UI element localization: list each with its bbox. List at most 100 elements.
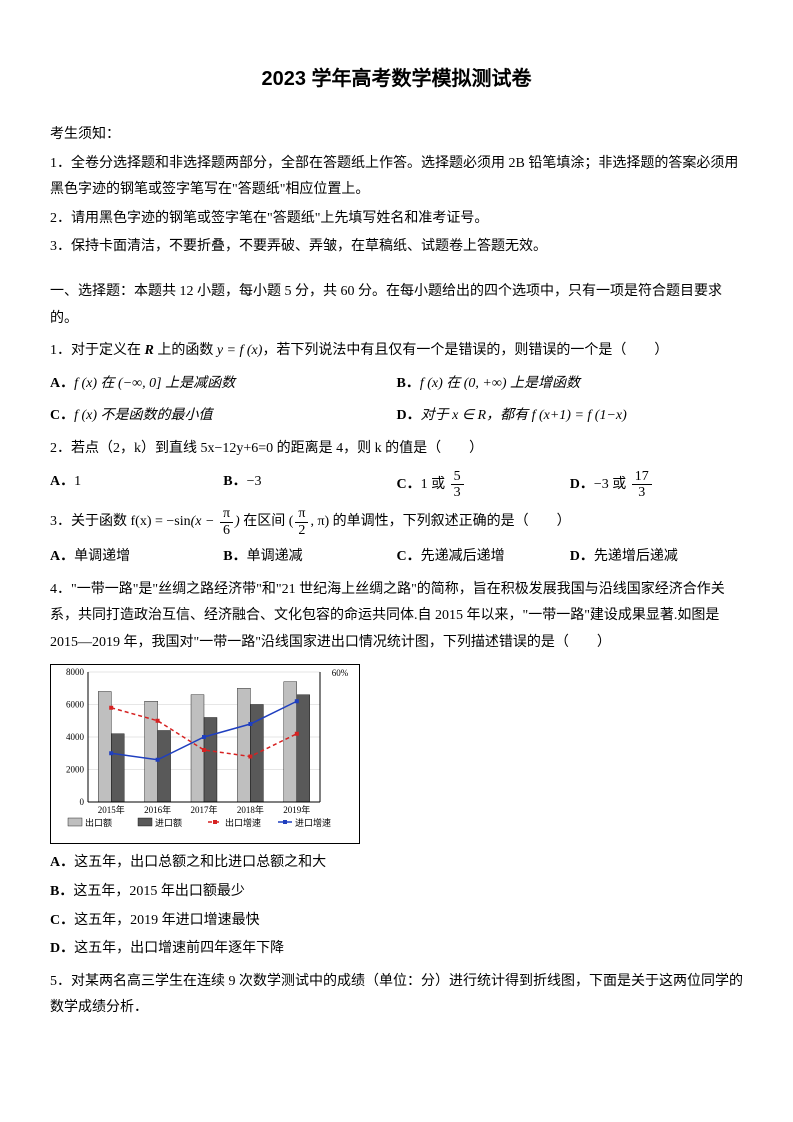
svg-text:2017年: 2017年 bbox=[190, 804, 217, 815]
q2-option-b: B．−3 bbox=[223, 469, 396, 501]
fraction: 173 bbox=[632, 469, 652, 501]
q1-option-b: B．f (x) 在 (0, +∞) 上是增函数 bbox=[397, 371, 744, 398]
frac-num: π bbox=[220, 506, 233, 522]
frac-num: 5 bbox=[451, 469, 464, 485]
q2-option-d: D．−3 或 173 bbox=[570, 469, 743, 501]
opt-label: D． bbox=[570, 549, 594, 564]
svg-text:6000: 6000 bbox=[66, 700, 85, 710]
q4-option-b: B．这五年，2015 年出口额最少 bbox=[50, 879, 743, 906]
opt-label: A． bbox=[50, 474, 74, 489]
opt-text: f (x) 在 (0, +∞) 上是增函数 bbox=[420, 376, 580, 391]
q3-option-b: B．单调递减 bbox=[223, 544, 396, 571]
opt-label: A． bbox=[50, 549, 74, 564]
q1-text: ，若下列说法中有且仅有一个是错误的，则错误的一个是（ ） bbox=[262, 343, 668, 358]
q3-options: A．单调递增 B．单调递减 C．先递减后递增 D．先递增后递减 bbox=[50, 544, 743, 571]
question-4: 4．"一带一路"是"丝绸之路经济带"和"21 世纪海上丝绸之路"的简称，旨在积极… bbox=[50, 577, 743, 657]
fraction: 53 bbox=[451, 469, 464, 501]
q1-options-row1: A．f (x) 在 (−∞, 0] 上是减函数 B．f (x) 在 (0, +∞… bbox=[50, 371, 743, 398]
opt-text: 这五年，出口总额之和比进口总额之和大 bbox=[74, 855, 326, 870]
q1-text: 上的函数 bbox=[154, 343, 217, 358]
opt-label: B． bbox=[397, 376, 420, 391]
opt-label: A． bbox=[50, 855, 74, 870]
svg-text:进口额: 进口额 bbox=[155, 817, 182, 828]
page-title: 2023 学年高考数学模拟测试卷 bbox=[50, 60, 743, 98]
frac-num: 17 bbox=[632, 469, 652, 485]
opt-text: 单调递增 bbox=[74, 549, 130, 564]
question-2: 2．若点（2，k）到直线 5x−12y+6=0 的距离是 4，则 k 的值是（ … bbox=[50, 436, 743, 463]
opt-label: C． bbox=[50, 913, 74, 928]
opt-label: D． bbox=[397, 408, 421, 423]
trade-chart: 0 2000 4000 6000 8000 60% 2015年 2016年 2017年 2018年… bbox=[50, 664, 360, 844]
opt-text: 单调递减 bbox=[247, 549, 303, 564]
opt-text: −3 bbox=[247, 474, 262, 489]
opt-label: D． bbox=[50, 941, 74, 956]
question-5: 5．对某两名高三学生在连续 9 次数学测试中的成绩（单位：分）进行统计得到折线图… bbox=[50, 969, 743, 1022]
q1-option-c: C．f (x) 不是函数的最小值 bbox=[50, 403, 397, 430]
frac-num: π bbox=[295, 506, 308, 522]
fraction: π2 bbox=[295, 506, 308, 538]
svg-text:0: 0 bbox=[80, 797, 85, 807]
q1-option-d: D．对于 x ∈ R，都有 f (x+1) = f (1−x) bbox=[397, 403, 744, 430]
svg-text:2000: 2000 bbox=[66, 765, 85, 775]
q3-option-c: C．先递减后递增 bbox=[397, 544, 570, 571]
opt-text: 这五年，2015 年出口额最少 bbox=[73, 884, 245, 899]
opt-label: C． bbox=[397, 477, 421, 492]
svg-text:出口增速: 出口增速 bbox=[225, 817, 261, 828]
frac-den: 3 bbox=[632, 485, 652, 500]
q4-option-d: D．这五年，出口增速前四年逐年下降 bbox=[50, 936, 743, 963]
opt-text: 先递减后递增 bbox=[421, 549, 505, 564]
q4-option-a: A．这五年，出口总额之和比进口总额之和大 bbox=[50, 850, 743, 877]
opt-text: 1 bbox=[74, 474, 81, 489]
q1-options-row2: C．f (x) 不是函数的最小值 D．对于 x ∈ R，都有 f (x+1) =… bbox=[50, 403, 743, 430]
opt-text: f (x) 不是函数的最小值 bbox=[74, 408, 212, 423]
notice-heading: 考生须知： bbox=[50, 122, 743, 149]
opt-label: B． bbox=[50, 884, 73, 899]
question-1: 1．对于定义在 R 上的函数 y = f (x)，若下列说法中有且仅有一个是错误… bbox=[50, 338, 743, 365]
svg-text:出口额: 出口额 bbox=[85, 817, 112, 828]
q1-option-a: A．f (x) 在 (−∞, 0] 上是减函数 bbox=[50, 371, 397, 398]
opt-label: C． bbox=[397, 549, 421, 564]
opt-text: 这五年，2019 年进口增速最快 bbox=[74, 913, 260, 928]
svg-text:4000: 4000 bbox=[66, 732, 85, 742]
q3-arg: (x − bbox=[191, 514, 218, 529]
question-3: 3．关于函数 f(x) = −sin(x − π6) 在区间 (π2, π) 的… bbox=[50, 506, 743, 538]
opt-text: 1 或 bbox=[421, 477, 449, 492]
svg-text:60%: 60% bbox=[332, 668, 349, 678]
svg-text:2016年: 2016年 bbox=[144, 804, 171, 815]
opt-text: 先递增后递减 bbox=[594, 549, 678, 564]
notice-item: 1．全卷分选择题和非选择题两部分，全部在答题纸上作答。选择题必须用 2B 铅笔填… bbox=[50, 151, 743, 204]
frac-den: 6 bbox=[220, 523, 233, 538]
opt-text: 对于 x ∈ R，都有 f (x+1) = f (1−x) bbox=[421, 408, 627, 423]
q3-text: 3．关于函数 f(x) = −sin bbox=[50, 514, 191, 529]
q3-option-a: A．单调递增 bbox=[50, 544, 223, 571]
svg-text:2018年: 2018年 bbox=[237, 804, 264, 815]
q3-text: , π) 的单调性，下列叙述正确的是（ ） bbox=[310, 514, 570, 529]
q2-option-c: C．1 或 53 bbox=[397, 469, 570, 501]
opt-label: B． bbox=[223, 549, 246, 564]
opt-text: f (x) 在 (−∞, 0] 上是减函数 bbox=[74, 376, 235, 391]
q3-text: 在区间 ( bbox=[240, 514, 294, 529]
q3-option-d: D．先递增后递减 bbox=[570, 544, 743, 571]
svg-text:2019年: 2019年 bbox=[283, 804, 310, 815]
fraction: π6 bbox=[220, 506, 233, 538]
q1-fx: y = f (x) bbox=[217, 343, 263, 358]
opt-label: A． bbox=[50, 376, 74, 391]
opt-text: 这五年，出口增速前四年逐年下降 bbox=[74, 941, 284, 956]
chart-svg: 0 2000 4000 6000 8000 60% 2015年 2016年 2017年 2018年… bbox=[50, 664, 360, 844]
q2-options: A．1 B．−3 C．1 或 53 D．−3 或 173 bbox=[50, 469, 743, 501]
q2-option-a: A．1 bbox=[50, 469, 223, 501]
section-heading: 一、选择题：本题共 12 小题，每小题 5 分，共 60 分。在每小题给出的四个… bbox=[50, 279, 743, 332]
notice-item: 2．请用黑色字迹的钢笔或签字笔在"答题纸"上先填写姓名和准考证号。 bbox=[50, 206, 743, 233]
frac-den: 2 bbox=[295, 523, 308, 538]
notice-item: 3．保持卡面清洁，不要折叠，不要弄破、弄皱，在草稿纸、试题卷上答题无效。 bbox=[50, 234, 743, 261]
q4-option-c: C．这五年，2019 年进口增速最快 bbox=[50, 908, 743, 935]
svg-text:2015年: 2015年 bbox=[98, 804, 125, 815]
q1-R: R bbox=[145, 343, 154, 358]
opt-label: D． bbox=[570, 477, 594, 492]
svg-text:进口增速: 进口增速 bbox=[295, 817, 331, 828]
opt-text: −3 或 bbox=[594, 477, 630, 492]
q1-text: 1．对于定义在 bbox=[50, 343, 145, 358]
opt-label: B． bbox=[223, 474, 246, 489]
frac-den: 3 bbox=[451, 485, 464, 500]
svg-text:8000: 8000 bbox=[66, 667, 85, 677]
